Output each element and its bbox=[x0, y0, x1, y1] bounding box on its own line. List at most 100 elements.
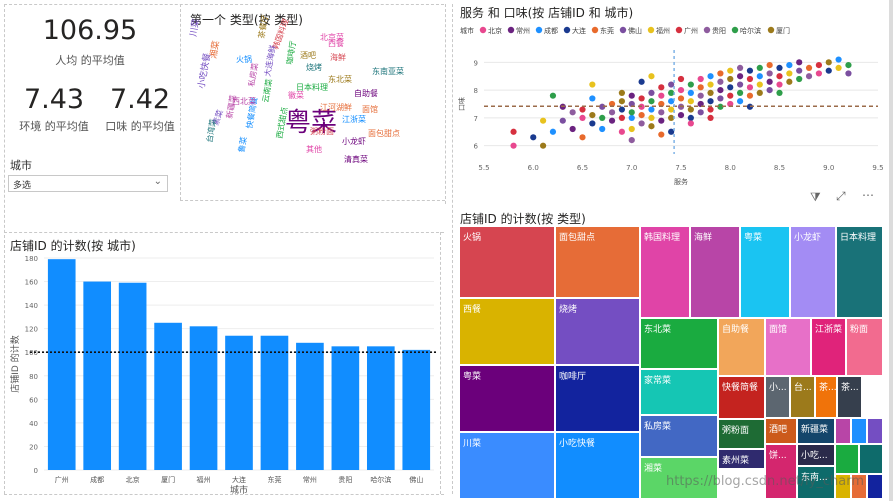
treemap-cell-small[interactable] bbox=[835, 474, 851, 499]
treemap: 火锅 西餐 粤菜 川菜 面包甜点 烧烤 咖啡厅 小吃快餐 韩国料理 海鲜 粤菜 小龙虾 日本料理 东北菜家… bbox=[459, 226, 883, 499]
treemap-cell[interactable]: 韩国料理 bbox=[640, 226, 690, 318]
scatter-point bbox=[658, 131, 665, 138]
treemap-cell[interactable]: 粥粉面 bbox=[718, 419, 765, 449]
scatter-point bbox=[618, 114, 625, 121]
treemap-cell[interactable]: 海鲜 bbox=[690, 226, 740, 318]
treemap-cell[interactable]: 自助餐 bbox=[718, 318, 765, 376]
scatter-chart: 城市 北京 常州 成都 大连 东莞 佛山 福州 广州 贵阳 哈尔滨 厦门 6 7 8 9 5.5 6.0 6.5 7.… bbox=[457, 26, 884, 186]
treemap-cell[interactable]: 烧烤 bbox=[555, 298, 640, 365]
treemap-cell[interactable]: 西餐 bbox=[459, 298, 555, 365]
scatter-x-tick: 8.5 bbox=[774, 164, 785, 172]
treemap-cell[interactable]: 小吃... bbox=[797, 444, 835, 466]
scatter-point bbox=[589, 81, 596, 88]
treemap-cell-label: 快餐简餐 bbox=[722, 383, 759, 393]
scatter-point bbox=[599, 125, 606, 133]
scatter-point bbox=[687, 89, 694, 96]
bar-x-tick: 贵阳 bbox=[338, 475, 352, 484]
treemap-cell[interactable]: 酒吧 bbox=[765, 418, 797, 444]
scatter-point bbox=[707, 89, 714, 96]
focus-mode-icon[interactable]: ⤢ bbox=[836, 189, 846, 203]
treemap-cell[interactable]: 湘菜 bbox=[640, 457, 718, 499]
treemap-cell[interactable]: 台... bbox=[790, 376, 815, 418]
treemap-cell-label: 饼... bbox=[769, 451, 787, 461]
scatter-point bbox=[687, 114, 694, 121]
bar-y-tick: 120 bbox=[25, 326, 38, 334]
scatter-legend-marker bbox=[479, 26, 487, 34]
wordcloud-word: 日本料理 bbox=[296, 83, 328, 92]
more-options-icon[interactable]: ⋯ bbox=[862, 188, 874, 202]
treemap-cell[interactable]: 咖啡厅 bbox=[555, 365, 640, 432]
treemap-cell-label: 面馆 bbox=[769, 325, 788, 335]
treemap-cell[interactable]: 私房菜 bbox=[640, 415, 718, 457]
treemap-cell-label: 咖啡厅 bbox=[559, 372, 587, 382]
treemap-cell[interactable]: 东北菜 bbox=[640, 318, 718, 369]
treemap-cell-small[interactable] bbox=[867, 418, 883, 444]
scatter-point bbox=[648, 98, 655, 105]
treemap-cell[interactable]: 江浙菜 bbox=[811, 318, 846, 376]
filter-icon[interactable]: ⧩ bbox=[810, 190, 821, 204]
scatter-legend-label: 北京 bbox=[488, 26, 502, 35]
wordcloud-word: 东北菜 bbox=[328, 75, 352, 84]
treemap-cell[interactable]: 新疆菜 bbox=[797, 418, 835, 444]
bar-x-label: 城市 bbox=[230, 484, 248, 494]
treemap-cell-small[interactable] bbox=[867, 474, 883, 499]
treemap-cell-small[interactable] bbox=[851, 418, 867, 444]
treemap-cell[interactable]: 茶... bbox=[815, 376, 837, 418]
treemap-cell-small[interactable] bbox=[851, 474, 867, 499]
scatter-point bbox=[717, 87, 724, 94]
treemap-cell-label: 川菜 bbox=[463, 439, 482, 449]
bar-y-tick: 60 bbox=[29, 396, 38, 404]
treemap-cell[interactable]: 日本料理 bbox=[836, 226, 883, 318]
scatter-point bbox=[796, 59, 803, 66]
treemap-cell[interactable]: 火锅 bbox=[459, 226, 555, 298]
scatter-point bbox=[628, 125, 635, 133]
treemap-cell[interactable]: 面馆 bbox=[765, 318, 811, 376]
scatter-x-tick: 7.5 bbox=[675, 164, 686, 172]
treemap-cell[interactable]: 素州菜 bbox=[718, 449, 765, 469]
treemap-cell[interactable]: 川菜 bbox=[459, 432, 555, 499]
scatter-point bbox=[786, 78, 793, 85]
treemap-cell-small[interactable] bbox=[835, 418, 851, 444]
scatter-point bbox=[608, 109, 616, 116]
treemap-cell[interactable]: 饼... bbox=[765, 444, 797, 499]
bar-y-label: 店铺ID 的计数 bbox=[9, 335, 21, 392]
wordcloud-word: 徽菜 bbox=[288, 91, 304, 100]
treemap-cell[interactable]: 小... bbox=[765, 376, 790, 418]
treemap-cell[interactable]: 小龙虾 bbox=[790, 226, 836, 318]
scatter-legend-marker bbox=[675, 26, 683, 34]
wordcloud-word: 北京菜 bbox=[320, 33, 344, 42]
scatter-point bbox=[677, 95, 685, 102]
scatter-x-tick: 6.5 bbox=[577, 164, 588, 172]
slicer-title: 城市 bbox=[10, 159, 32, 172]
treemap-cell[interactable]: 面包甜点 bbox=[555, 226, 640, 298]
scatter-point bbox=[589, 112, 596, 119]
treemap-cell[interactable]: 快餐简餐 bbox=[718, 376, 765, 419]
scatter-point bbox=[737, 98, 744, 105]
treemap-cell-small[interactable] bbox=[835, 444, 859, 474]
scatter-legend-label: 成都 bbox=[544, 26, 558, 35]
treemap-cell[interactable]: 粤菜 bbox=[740, 226, 790, 318]
scatter-point bbox=[648, 89, 655, 96]
scatter-point bbox=[756, 81, 763, 88]
treemap-cell[interactable]: 家常菜 bbox=[640, 369, 718, 415]
scatter-point bbox=[648, 106, 655, 113]
treemap-cell-label: 东南... bbox=[801, 473, 828, 483]
scatter-point bbox=[579, 134, 586, 141]
scatter-point bbox=[697, 109, 704, 116]
chevron-down-icon[interactable]: ⌄ bbox=[153, 176, 162, 187]
treemap-cell-label: 粤菜 bbox=[463, 372, 482, 382]
city-slicer-dropdown[interactable]: 多选 ⌄ bbox=[8, 175, 168, 192]
scatter-point bbox=[697, 92, 704, 99]
treemap-cell[interactable]: 茶... bbox=[837, 376, 862, 418]
wordcloud-word: 海鲜 bbox=[330, 53, 346, 62]
treemap-cell[interactable]: 小吃快餐 bbox=[555, 432, 640, 499]
treemap-cell-small[interactable] bbox=[859, 444, 883, 474]
treemap-cell[interactable]: 东南... bbox=[797, 466, 835, 499]
treemap-cell[interactable]: 粉面 bbox=[846, 318, 883, 376]
bar-y-tick: 180 bbox=[25, 255, 38, 263]
treemap-cell-label: 素州菜 bbox=[722, 456, 750, 466]
wordcloud-word: 面馆 bbox=[362, 105, 378, 114]
wordcloud-word: 私房菜 bbox=[247, 62, 261, 88]
treemap-cell[interactable]: 粤菜 bbox=[459, 365, 555, 432]
scatter-legend-label: 厦门 bbox=[776, 26, 790, 35]
